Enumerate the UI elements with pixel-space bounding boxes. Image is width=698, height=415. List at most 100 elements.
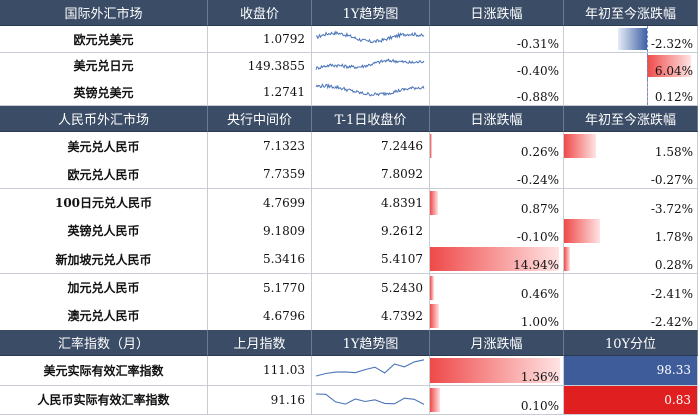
month-change-value: 0.10% xyxy=(520,399,559,413)
ytd-change: 6.04% xyxy=(564,52,698,80)
col-header-close: 收盘价 xyxy=(208,0,312,26)
close-value: 149.3855 xyxy=(208,52,312,80)
section3-header-row: 汇率指数（月） 上月指数 1Y趋势图 月涨跌幅 10Y分位 xyxy=(0,330,698,356)
table-row: 英镑兑人民币 9.1809 9.2612 -0.10% 1.78% xyxy=(0,216,698,246)
day-change: -0.31% xyxy=(430,26,564,53)
ytd-change: -2.42% xyxy=(564,301,698,331)
ytd-change-bar xyxy=(564,247,570,272)
table-row: 欧元兑美元 1.0792 -0.31% -2.32% xyxy=(0,26,698,53)
table-row: 澳元兑人民币 4.6796 4.7392 1.00% -2.42% xyxy=(0,301,698,331)
day-change-value: 14.94% xyxy=(513,258,559,273)
section2-header-row: 人民币外汇市场 央行中间价 T-1日收盘价 日涨跌幅 年初至今涨跌幅 xyxy=(0,106,698,132)
ytd-change-value: -2.41% xyxy=(650,286,693,301)
ytd-change-value: -2.42% xyxy=(650,314,693,329)
sparkline-path xyxy=(315,57,425,70)
table-row: 美元兑人民币 7.1323 7.2446 0.26% 1.58% xyxy=(0,132,698,161)
pair-name: 澳元兑人民币 xyxy=(0,301,208,331)
last-month-value: 111.03 xyxy=(208,356,312,386)
col-header-mid-price: 央行中间价 xyxy=(208,106,312,132)
day-change-value: 0.87% xyxy=(520,201,559,216)
ytd-change: -3.72% xyxy=(564,188,698,218)
zero-line xyxy=(647,26,649,52)
table-row: 美元实际有效汇率指数 111.03 1.36% 98.33 xyxy=(0,356,698,386)
day-change: 0.26% xyxy=(430,132,564,161)
pair-name: 新加坡元兑人民币 xyxy=(0,245,208,275)
day-change-value: -0.10% xyxy=(516,229,559,244)
ytd-change: -2.32% xyxy=(564,26,698,53)
pair-name: 欧元兑人民币 xyxy=(0,160,208,190)
pair-name: 欧元兑美元 xyxy=(0,26,208,53)
mid-price-value: 7.7359 xyxy=(208,160,312,190)
pair-name: 英镑兑美元 xyxy=(0,79,208,107)
table-row: 新加坡元兑人民币 5.3416 5.4107 14.94% 0.28% xyxy=(0,245,698,275)
col-header-day-change: 日涨跌幅 xyxy=(430,106,564,132)
pair-name: 100日元兑人民币 xyxy=(0,188,208,218)
sparkline-chart xyxy=(315,83,425,97)
ytd-change: 1.78% xyxy=(564,216,698,246)
percentile-value: 0.83 xyxy=(564,385,698,415)
ytd-change-value: -0.27% xyxy=(650,173,693,188)
mid-price-value: 4.7699 xyxy=(208,188,312,218)
ytd-change: 0.28% xyxy=(564,245,698,275)
day-change-value: -0.88% xyxy=(516,90,559,105)
month-change-bar xyxy=(430,358,560,383)
sparkline-path xyxy=(315,393,425,405)
table-row: 100日元兑人民币 4.7699 4.8391 0.87% -3.72% xyxy=(0,188,698,218)
index-name: 美元实际有效汇率指数 xyxy=(0,356,208,386)
pair-name: 加元兑人民币 xyxy=(0,273,208,303)
ytd-change-value: -2.32% xyxy=(650,37,693,51)
ytd-change-bar xyxy=(647,54,691,77)
month-change-bar xyxy=(430,387,440,412)
col-header-market: 国际外汇市场 xyxy=(0,0,208,26)
sparkline-path xyxy=(315,30,425,44)
sparkline-chart xyxy=(315,57,425,70)
day-change: 1.00% xyxy=(430,301,564,331)
ytd-change-bar xyxy=(618,28,648,50)
mid-price-value: 4.6796 xyxy=(208,301,312,331)
col-header-last-month: 上月指数 xyxy=(208,330,312,356)
ytd-change-value: 6.04% xyxy=(654,63,693,78)
day-change-value: -0.31% xyxy=(516,37,559,51)
prev-close-value: 4.8391 xyxy=(312,188,430,218)
day-change: -0.88% xyxy=(430,79,564,107)
day-change-value: 1.00% xyxy=(520,314,559,329)
day-change-bar xyxy=(430,275,434,300)
sparkline-chart xyxy=(315,359,425,377)
day-change-bar xyxy=(430,134,433,158)
col-header-ytd-change: 年初至今涨跌幅 xyxy=(564,0,698,26)
col-header-trend: 1Y趋势图 xyxy=(312,0,430,26)
pair-name: 英镑兑人民币 xyxy=(0,216,208,246)
ytd-change-value: -3.72% xyxy=(650,201,693,216)
sparkline xyxy=(312,385,430,415)
ytd-change-value: 0.12% xyxy=(654,90,693,105)
prev-close-value: 5.4107 xyxy=(312,245,430,275)
ytd-change: -0.27% xyxy=(564,160,698,190)
day-change-bar xyxy=(430,247,560,272)
sparkline-chart xyxy=(315,393,425,405)
table-row: 美元兑日元 149.3855 -0.40% 6.04% xyxy=(0,52,698,80)
day-change-bar xyxy=(430,303,439,328)
table-row: 英镑兑美元 1.2741 -0.88% 0.12% xyxy=(0,79,698,107)
prev-close-value: 4.7392 xyxy=(312,301,430,331)
day-change-bar xyxy=(430,190,438,215)
prev-close-value: 7.2446 xyxy=(312,132,430,161)
zero-line xyxy=(647,79,649,106)
month-change-value: 1.36% xyxy=(520,369,559,384)
section1-header-row: 国际外汇市场 收盘价 1Y趋势图 日涨跌幅 年初至今涨跌幅 xyxy=(0,0,698,26)
mid-price-value: 7.1323 xyxy=(208,132,312,161)
ytd-change: 1.58% xyxy=(564,132,698,161)
sparkline-chart xyxy=(315,30,425,44)
prev-close-value: 7.8092 xyxy=(312,160,430,190)
col-header-day-change: 日涨跌幅 xyxy=(430,0,564,26)
pair-name: 美元兑人民币 xyxy=(0,132,208,161)
prev-close-value: 9.2612 xyxy=(312,216,430,246)
ytd-change-value: 0.28% xyxy=(654,258,693,273)
pair-name: 美元兑日元 xyxy=(0,52,208,80)
index-name: 人民币实际有效汇率指数 xyxy=(0,385,208,415)
day-change: -0.40% xyxy=(430,52,564,80)
ytd-change: -2.41% xyxy=(564,273,698,303)
day-change-value: 0.26% xyxy=(520,145,559,159)
mid-price-value: 5.1770 xyxy=(208,273,312,303)
col-header-ytd-change: 年初至今涨跌幅 xyxy=(564,106,698,132)
